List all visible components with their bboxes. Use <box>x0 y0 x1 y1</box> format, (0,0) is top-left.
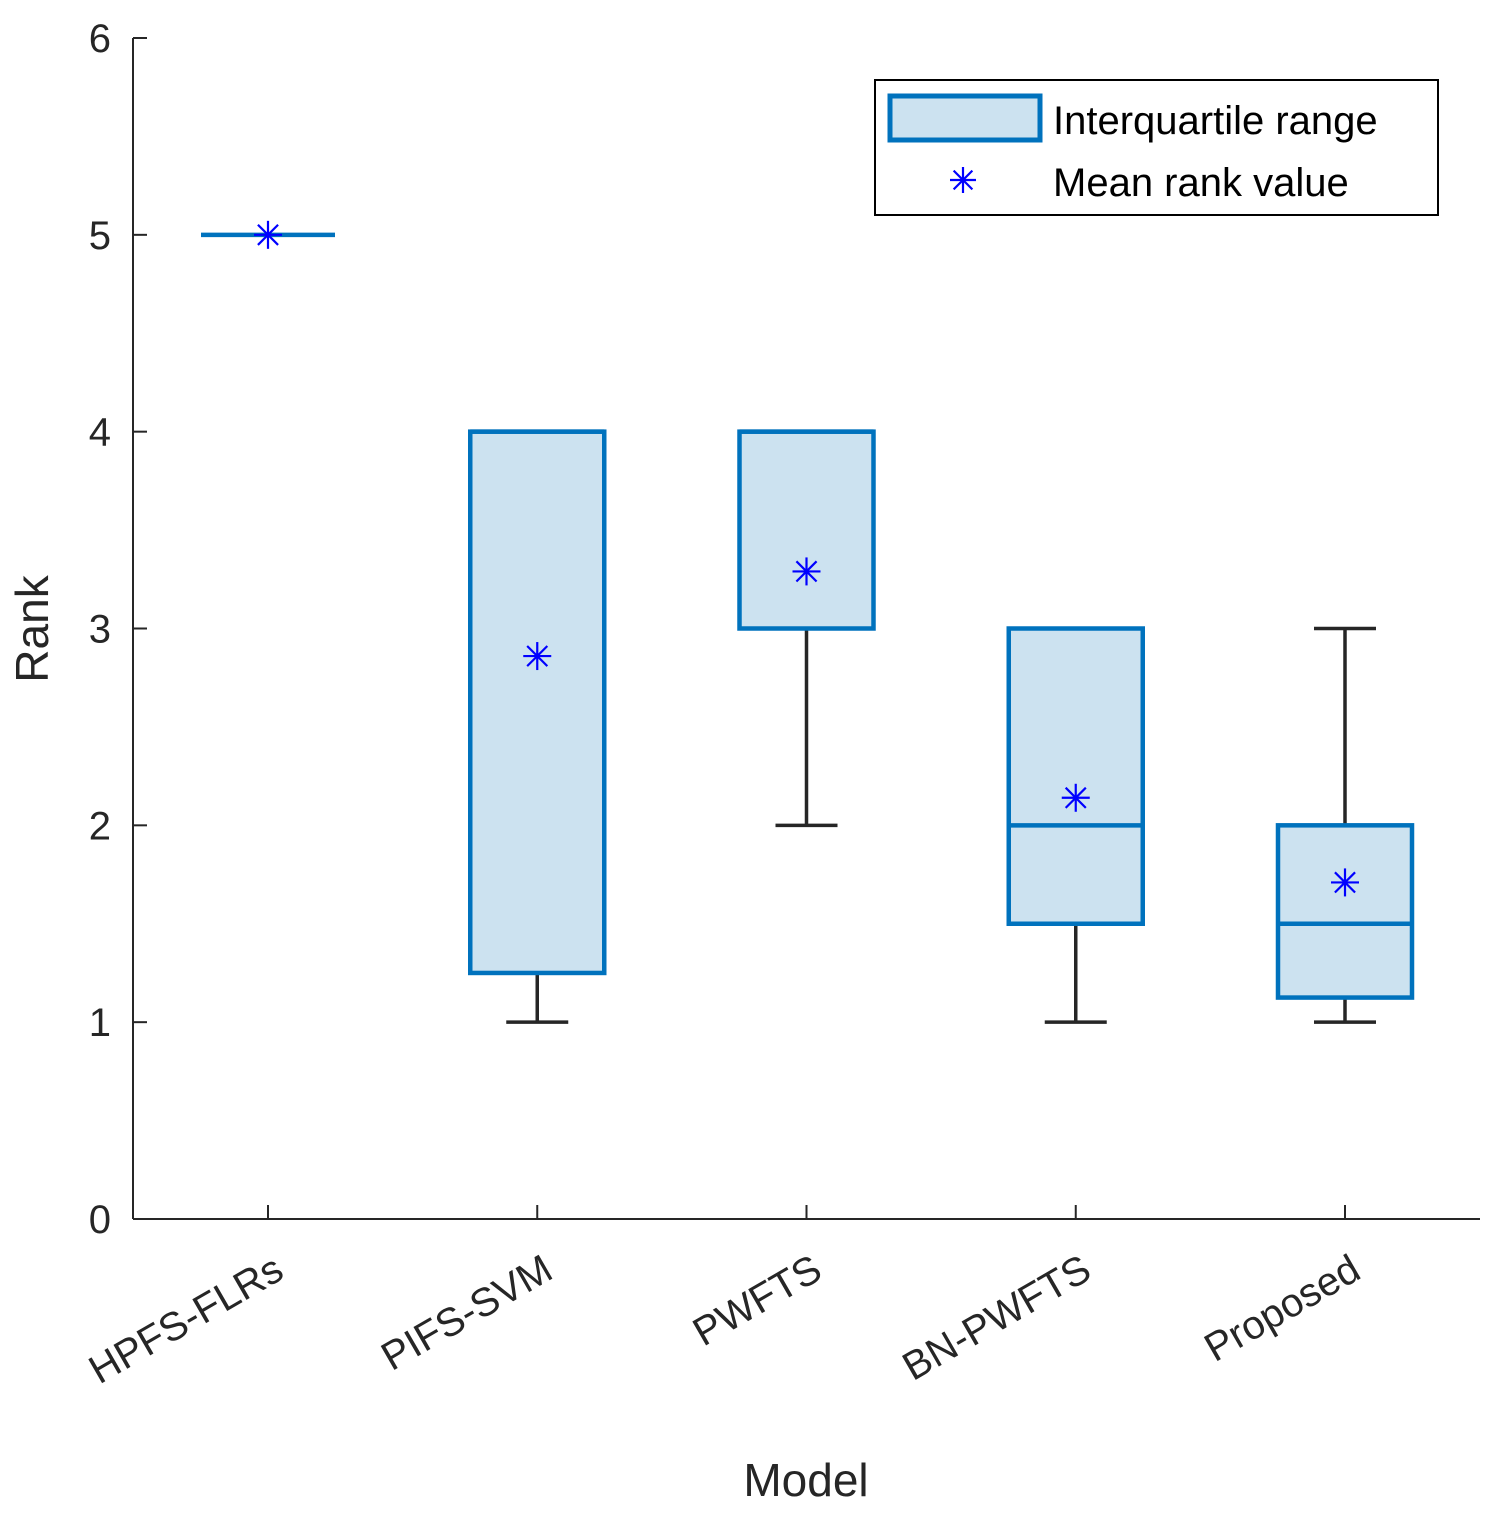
x-tick-label-4: Proposed <box>1197 1247 1367 1371</box>
x-tick-label-3: BN-PWFTS <box>895 1247 1098 1390</box>
x-axis-title: Model <box>743 1454 868 1506</box>
y-tick-label-1: 1 <box>89 1001 111 1045</box>
y-tick-label-2: 2 <box>89 804 111 848</box>
legend: Interquartile range Mean rank value <box>874 79 1439 216</box>
y-tick-label-4: 4 <box>89 411 111 455</box>
iqr-box-2 <box>737 429 876 631</box>
x-tick-label-2: PWFTS <box>686 1247 829 1355</box>
box-1 <box>468 429 607 1024</box>
box-2 <box>737 429 876 828</box>
iqr-box-1 <box>468 429 607 976</box>
x-axis: HPFS-FLRs PIFS-SVM PWFTS BN-PWFTS Proposed <box>82 1205 1480 1393</box>
y-tick-label-6: 6 <box>89 17 111 61</box>
plot-area <box>201 220 1415 1024</box>
mean-marker-1 <box>523 642 552 671</box>
x-tick-label-0: HPFS-FLRs <box>82 1247 291 1393</box>
legend-label-iqr: Interquartile range <box>1053 99 1378 143</box>
y-axis: 0 1 2 3 4 5 6 <box>89 17 147 1242</box>
mean-marker-2 <box>792 557 821 586</box>
mean-marker-3 <box>1061 783 1090 812</box>
legend-label-mean: Mean rank value <box>1053 161 1349 205</box>
y-tick-label-5: 5 <box>89 214 111 258</box>
y-tick-label-3: 3 <box>89 608 111 652</box>
y-tick-label-0: 0 <box>89 1198 111 1242</box>
box-0 <box>201 220 335 249</box>
legend-mean-asterisk <box>950 167 976 193</box>
y-axis-title: Rank <box>6 574 58 682</box>
iqr-box-3 <box>1006 626 1145 926</box>
x-tick-label-1: PIFS-SVM <box>374 1247 560 1380</box>
mean-marker-0 <box>254 220 282 249</box>
box-3 <box>1006 626 1145 1024</box>
mean-marker-4 <box>1331 868 1359 897</box>
box-4 <box>1275 626 1415 1024</box>
legend-marker-mean <box>950 167 976 193</box>
legend-swatch-iqr <box>887 93 1043 143</box>
iqr-box-4 <box>1275 823 1415 1000</box>
